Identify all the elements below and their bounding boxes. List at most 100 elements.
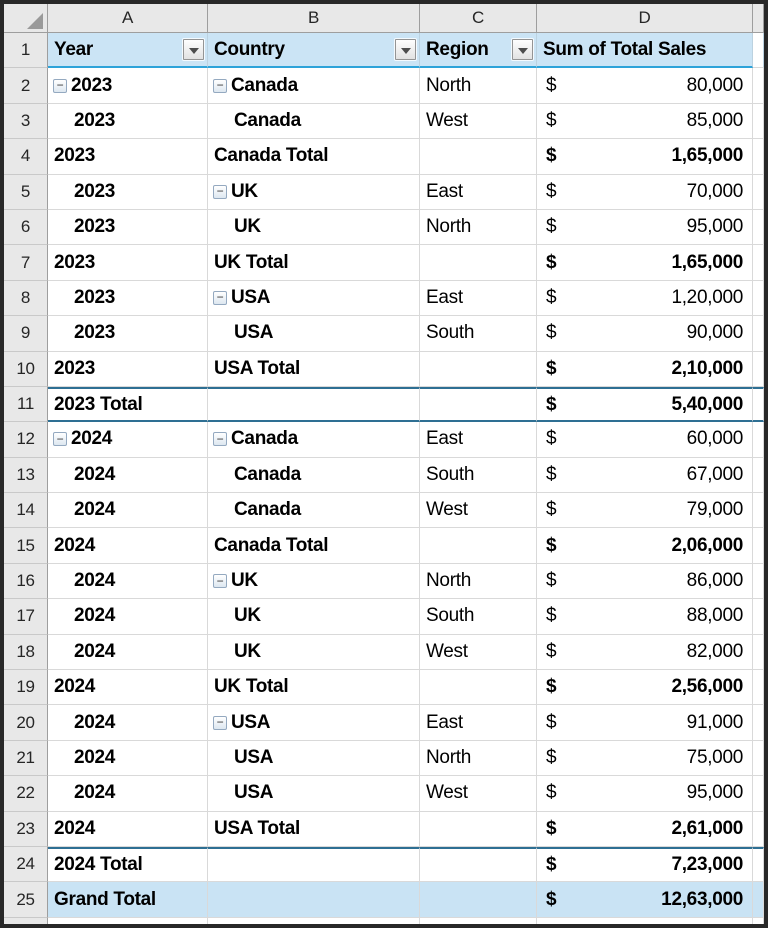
empty-cell[interactable]: [753, 33, 764, 69]
row-header-18[interactable]: 18: [4, 634, 48, 671]
row-header-15[interactable]: 15: [4, 528, 48, 564]
year-cell[interactable]: 2024: [48, 670, 208, 706]
empty-cell[interactable]: [753, 457, 764, 494]
sales-amount-cell[interactable]: $12,63,000: [537, 882, 753, 918]
year-cell[interactable]: 2023: [48, 209, 208, 246]
empty-cell[interactable]: [753, 882, 764, 918]
empty-cell[interactable]: [753, 493, 764, 529]
year-filter-button[interactable]: [183, 39, 204, 61]
values-header-cell[interactable]: Sum of Total Sales: [537, 33, 753, 69]
empty-cell[interactable]: [753, 174, 764, 210]
country-cell[interactable]: UK: [208, 209, 420, 246]
country-cell[interactable]: [208, 386, 420, 423]
empty-cell[interactable]: [753, 563, 764, 600]
year-cell[interactable]: 2024: [48, 811, 208, 847]
sales-amount-cell[interactable]: $2,06,000: [537, 528, 753, 564]
sales-amount-cell[interactable]: $90,000: [537, 316, 753, 352]
sales-amount-cell[interactable]: $86,000: [537, 563, 753, 600]
empty-cell[interactable]: [537, 917, 753, 924]
collapse-minus-icon[interactable]: −: [213, 432, 227, 447]
row-header-24[interactable]: 24: [4, 846, 48, 883]
country-cell[interactable]: UK: [208, 599, 420, 635]
year-cell[interactable]: 2024: [48, 634, 208, 671]
year-cell[interactable]: 2024: [48, 705, 208, 741]
row-header-22[interactable]: 22: [4, 776, 48, 812]
region-cell[interactable]: South: [420, 599, 537, 635]
empty-cell[interactable]: [48, 917, 208, 924]
region-cell[interactable]: [420, 528, 537, 564]
year-cell[interactable]: −2024: [48, 422, 208, 458]
sales-amount-cell[interactable]: $60,000: [537, 422, 753, 458]
empty-cell[interactable]: [753, 846, 764, 883]
year-cell[interactable]: 2024: [48, 740, 208, 777]
row-header-8[interactable]: 8: [4, 280, 48, 317]
column-header-d[interactable]: D: [537, 4, 753, 33]
country-cell[interactable]: Canada: [208, 103, 420, 140]
region-cell[interactable]: [420, 386, 537, 423]
empty-cell[interactable]: [753, 670, 764, 706]
empty-cell[interactable]: [208, 917, 420, 924]
collapse-minus-icon[interactable]: −: [213, 574, 227, 589]
sales-amount-cell[interactable]: $1,20,000: [537, 280, 753, 317]
country-cell[interactable]: − Canada: [208, 68, 420, 104]
sales-amount-cell[interactable]: $1,65,000: [537, 245, 753, 281]
year-cell[interactable]: 2023: [48, 103, 208, 140]
region-cell[interactable]: East: [420, 174, 537, 210]
country-cell[interactable]: USA: [208, 776, 420, 812]
collapse-minus-icon[interactable]: −: [213, 715, 227, 730]
country-cell[interactable]: − USA: [208, 705, 420, 741]
empty-cell[interactable]: [753, 634, 764, 671]
region-cell[interactable]: North: [420, 209, 537, 246]
empty-cell[interactable]: [753, 351, 764, 387]
empty-cell[interactable]: [753, 209, 764, 246]
column-header-partial[interactable]: [753, 4, 764, 33]
year-cell[interactable]: 2024: [48, 528, 208, 564]
region-cell[interactable]: West: [420, 776, 537, 812]
country-cell[interactable]: USA: [208, 316, 420, 352]
sales-amount-cell[interactable]: $2,56,000: [537, 670, 753, 706]
empty-cell[interactable]: [753, 245, 764, 281]
region-cell[interactable]: South: [420, 316, 537, 352]
sales-amount-cell[interactable]: $82,000: [537, 634, 753, 671]
sales-amount-cell[interactable]: $95,000: [537, 209, 753, 246]
empty-cell[interactable]: [753, 740, 764, 777]
empty-cell[interactable]: [753, 103, 764, 140]
row-header-4[interactable]: 4: [4, 139, 48, 175]
sales-amount-cell[interactable]: $85,000: [537, 103, 753, 140]
sales-amount-cell[interactable]: $2,61,000: [537, 811, 753, 847]
year-cell[interactable]: −2023: [48, 68, 208, 104]
empty-cell[interactable]: [753, 422, 764, 458]
empty-cell[interactable]: [753, 705, 764, 741]
region-cell[interactable]: East: [420, 280, 537, 317]
row-header-7[interactable]: 7: [4, 245, 48, 281]
region-cell[interactable]: South: [420, 457, 537, 494]
column-header-b[interactable]: B: [208, 4, 420, 33]
select-all-corner[interactable]: [4, 4, 48, 33]
row-header-16[interactable]: 16: [4, 563, 48, 600]
country-filter-button[interactable]: [395, 39, 416, 61]
country-cell[interactable]: Canada Total: [208, 528, 420, 564]
region-header-cell[interactable]: Region: [420, 33, 537, 69]
region-cell[interactable]: West: [420, 103, 537, 140]
year-cell[interactable]: 2024: [48, 493, 208, 529]
country-header-cell[interactable]: Country: [208, 33, 420, 69]
year-header-cell[interactable]: Year: [48, 33, 208, 69]
sales-amount-cell[interactable]: $1,65,000: [537, 139, 753, 175]
country-cell[interactable]: Canada: [208, 493, 420, 529]
year-cell[interactable]: 2023 Total: [48, 386, 208, 423]
row-header-5[interactable]: 5: [4, 174, 48, 210]
collapse-minus-icon[interactable]: −: [53, 78, 67, 93]
country-cell[interactable]: − UK: [208, 563, 420, 600]
empty-cell[interactable]: [420, 917, 537, 924]
sales-amount-cell[interactable]: $95,000: [537, 776, 753, 812]
row-header-20[interactable]: 20: [4, 705, 48, 741]
country-cell[interactable]: − UK: [208, 174, 420, 210]
country-cell[interactable]: UK Total: [208, 245, 420, 281]
country-cell[interactable]: UK Total: [208, 670, 420, 706]
country-cell[interactable]: − USA: [208, 280, 420, 317]
sales-amount-cell[interactable]: $75,000: [537, 740, 753, 777]
region-cell[interactable]: North: [420, 740, 537, 777]
country-cell[interactable]: [208, 846, 420, 883]
row-header-6[interactable]: 6: [4, 209, 48, 246]
empty-cell[interactable]: [753, 528, 764, 564]
